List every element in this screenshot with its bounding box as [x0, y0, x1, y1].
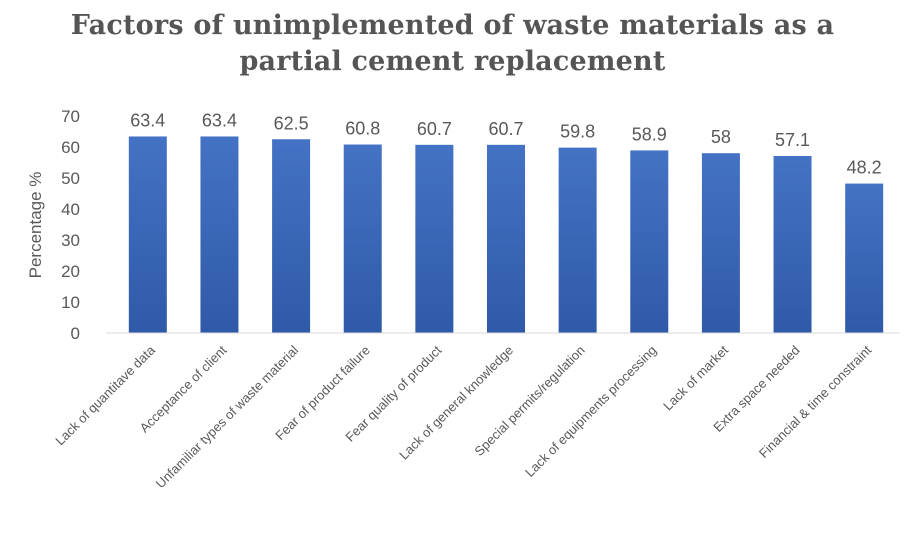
y-tick-label: 50 — [61, 169, 80, 188]
y-axis-title: Percentage % — [26, 172, 45, 279]
data-label: 60.8 — [345, 119, 380, 139]
bar — [701, 153, 740, 333]
data-label: 58 — [711, 127, 731, 147]
data-label: 62.5 — [274, 113, 309, 133]
bar — [272, 139, 311, 333]
bars — [128, 136, 884, 333]
x-tick-label: Lack of quantitave data — [52, 342, 158, 448]
y-axis: 0 10 20 30 40 50 60 70 — [61, 107, 80, 343]
data-label: 63.4 — [202, 110, 237, 130]
y-tick-label: 30 — [61, 231, 80, 250]
data-label: 57.1 — [775, 130, 810, 150]
x-tick-label: Lack of general knowledge — [396, 343, 516, 463]
bar — [558, 147, 597, 333]
bar — [128, 136, 167, 333]
bar — [343, 144, 382, 333]
bar — [773, 155, 812, 333]
bar — [630, 150, 669, 333]
y-tick-label: 0 — [71, 324, 80, 343]
data-label: 63.4 — [130, 110, 165, 130]
bar — [845, 183, 884, 333]
y-tick-label: 70 — [61, 107, 80, 126]
y-tick-label: 10 — [61, 293, 80, 312]
data-label: 59.8 — [560, 122, 595, 142]
chart-title-line-1: Factors of unimplemented of waste materi… — [70, 10, 835, 41]
data-labels: 63.4 63.4 62.5 60.8 60.7 60.7 59.8 58.9 58 57.1 48… — [130, 110, 881, 177]
y-tick-label: 40 — [61, 200, 80, 219]
bar — [415, 144, 454, 333]
y-tick-label: 20 — [61, 262, 80, 281]
chart-title-line-2: partial cement replacement — [239, 46, 666, 77]
data-label: 60.7 — [417, 119, 452, 139]
data-label: 60.7 — [488, 119, 523, 139]
y-tick-label: 60 — [61, 138, 80, 157]
x-tick-label: Unfamiliar types of waste material — [153, 342, 302, 491]
data-label: 48.2 — [847, 158, 882, 178]
bar — [200, 136, 239, 333]
x-tick-label: Lack of market — [660, 342, 731, 413]
bar — [487, 144, 525, 333]
data-label: 58.9 — [632, 124, 667, 144]
x-tick-label: Lack of equipments processing — [522, 343, 659, 480]
